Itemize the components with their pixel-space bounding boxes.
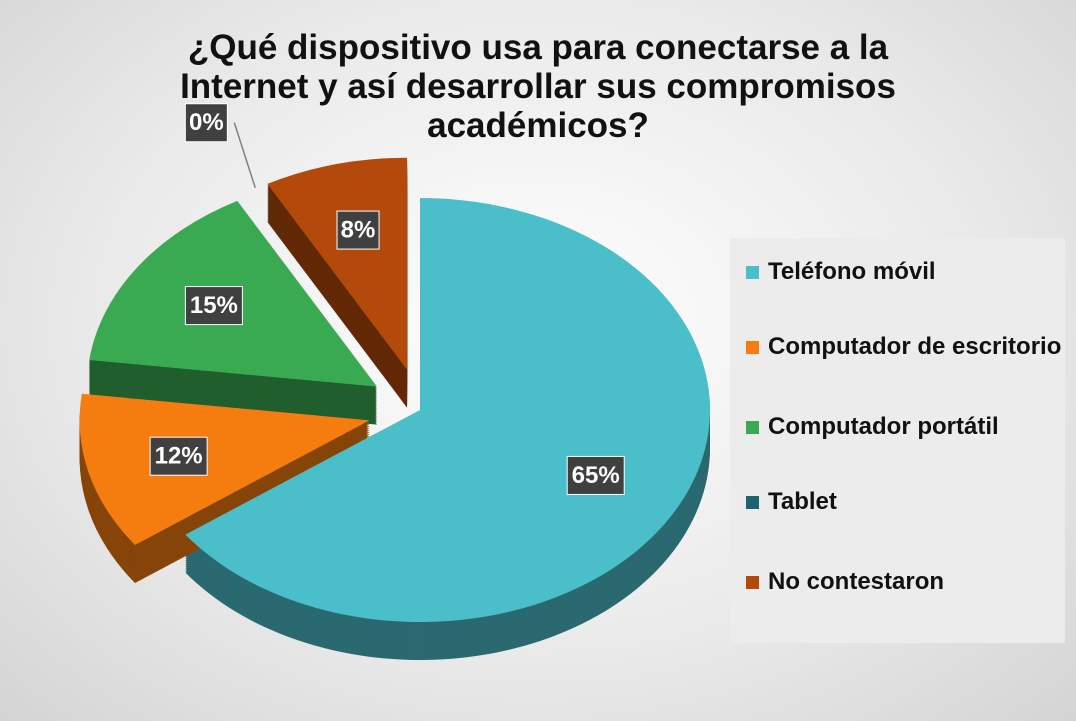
slice [79, 393, 370, 545]
legend-swatch [746, 341, 759, 354]
slice-side [255, 213, 395, 400]
slice-side [255, 215, 395, 402]
slice-side [255, 209, 395, 396]
legend: Teléfono móvil Computador de escritorio Co… [730, 238, 1065, 643]
slice [185, 198, 710, 623]
data-label-box [184, 103, 228, 143]
data-label: 15% [190, 292, 238, 319]
data-label-box [336, 210, 380, 250]
data-label: 65% [572, 462, 620, 489]
slice-side [255, 221, 395, 408]
legend-label: Teléfono móvil [768, 258, 936, 285]
slice [255, 187, 395, 374]
data-label-box [566, 455, 625, 495]
slice-side [255, 217, 395, 404]
data-label-box [184, 286, 243, 326]
data-label: 8% [341, 216, 376, 243]
data-label: 12% [155, 443, 203, 470]
legend-swatch [746, 421, 759, 434]
legend-label: Computador portátil [768, 413, 999, 440]
slice-tops [79, 157, 710, 623]
leader-line [233, 122, 256, 188]
legend-label: No contestaron [768, 568, 945, 595]
slice-side [255, 211, 395, 398]
slice-side [255, 219, 395, 406]
slice-side [255, 207, 395, 394]
data-label-box [149, 436, 208, 476]
legend-swatch [746, 266, 759, 279]
data-label: 0% [189, 109, 224, 136]
legend-label: Computador de escritorio [768, 333, 1062, 360]
slice-side [255, 223, 395, 410]
chart-title: ¿Qué dispositivo usa para conectarse a l… [180, 28, 896, 146]
legend-label: Tablet [768, 488, 837, 515]
legend-swatch [746, 496, 759, 509]
legend-swatch [746, 576, 759, 589]
